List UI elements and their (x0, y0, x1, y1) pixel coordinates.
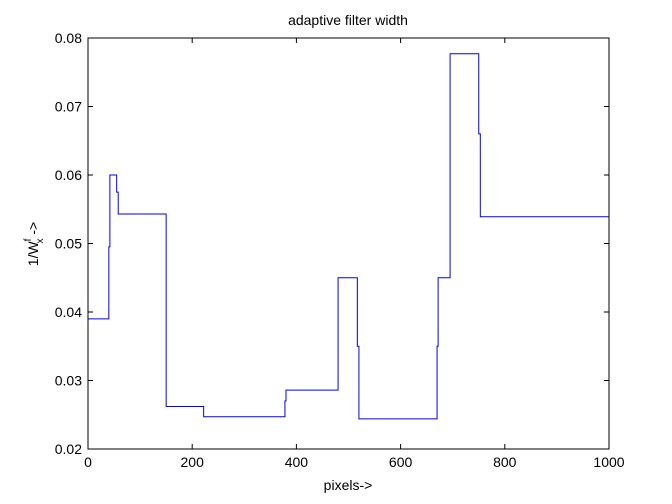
series-layer (88, 53, 609, 420)
x-tick-label: 400 (285, 454, 309, 470)
y-axis-label-superscript: f (23, 238, 34, 241)
y-tick-label: 0.05 (55, 236, 82, 252)
series-line (88, 53, 609, 420)
y-tick-label: 0.08 (55, 30, 82, 46)
x-tick-label: 0 (84, 454, 92, 470)
y-tick-label: 0.04 (55, 304, 82, 320)
y-tick-label: 0.06 (55, 167, 82, 183)
y-axis-label-subscript: x (35, 239, 46, 244)
x-axis-label: pixels-> (324, 477, 373, 493)
x-tick-label: 200 (181, 454, 205, 470)
x-tick-label: 600 (389, 454, 413, 470)
y-axis-label-base: 1/W (25, 241, 41, 267)
tick-layer: 0 200 400 600 800 1000 0.02 0.03 0.04 0.05 0.06 0.0… (55, 30, 625, 470)
y-tick-label: 0.03 (55, 373, 82, 389)
y-tick-label: 0.02 (55, 441, 82, 457)
plot-area (88, 38, 609, 449)
chart-title: adaptive filter width (288, 12, 408, 28)
y-axis-label-suffix: -> (25, 222, 41, 239)
y-axis-label: 1/Wfx -> (23, 222, 46, 266)
x-tick-label: 1000 (593, 454, 624, 470)
y-tick-label: 0.07 (55, 99, 82, 115)
x-tick-label: 800 (493, 454, 517, 470)
